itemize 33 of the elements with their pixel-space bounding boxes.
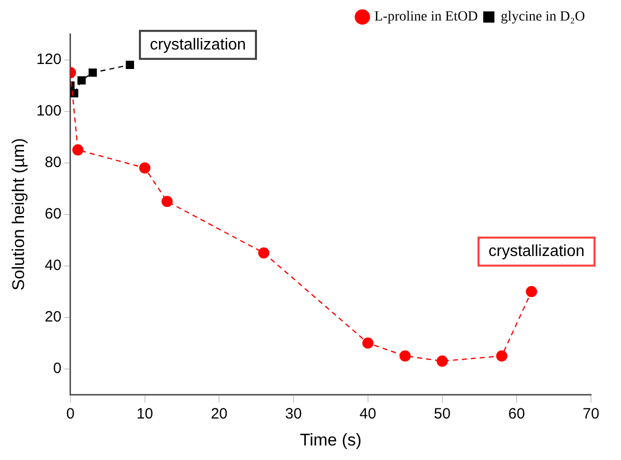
legend-label: L-proline in EtOD <box>374 10 478 25</box>
point <box>258 247 270 259</box>
x-tick-label: 50 <box>434 406 451 423</box>
x-tick-label: 30 <box>285 406 302 423</box>
point <box>77 76 86 84</box>
point <box>399 350 411 362</box>
legend-label: glycine in D₂O <box>500 10 586 25</box>
point <box>162 196 173 208</box>
point <box>436 356 448 367</box>
y-axis-title: Solution height (µm) <box>8 138 28 291</box>
y-tick-label: 60 <box>44 205 62 222</box>
point <box>139 162 150 174</box>
x-axis-title: Time (s) <box>300 430 362 450</box>
y-tick-label: 100 <box>36 102 62 120</box>
point <box>72 144 84 156</box>
x-tick-label: 10 <box>136 406 154 423</box>
x-tick-label: 60 <box>508 406 525 423</box>
y-tick-label: 80 <box>44 154 62 171</box>
point <box>362 337 374 349</box>
point <box>526 286 538 298</box>
x-tick-label: 70 <box>582 406 600 423</box>
point <box>496 350 508 362</box>
point <box>88 68 97 77</box>
y-tick-label: 40 <box>44 256 62 274</box>
y-tick-label: 20 <box>44 308 62 326</box>
x-tick-label: 40 <box>360 406 376 423</box>
point <box>126 60 134 70</box>
y-tick-label: 0 <box>53 360 62 377</box>
y-tick-label: 120 <box>36 50 62 68</box>
annotation: crystallization <box>150 36 246 54</box>
x-tick-label: 0 <box>66 406 75 423</box>
annotation: crystallization <box>488 242 585 260</box>
x-tick-label: 20 <box>210 406 228 423</box>
